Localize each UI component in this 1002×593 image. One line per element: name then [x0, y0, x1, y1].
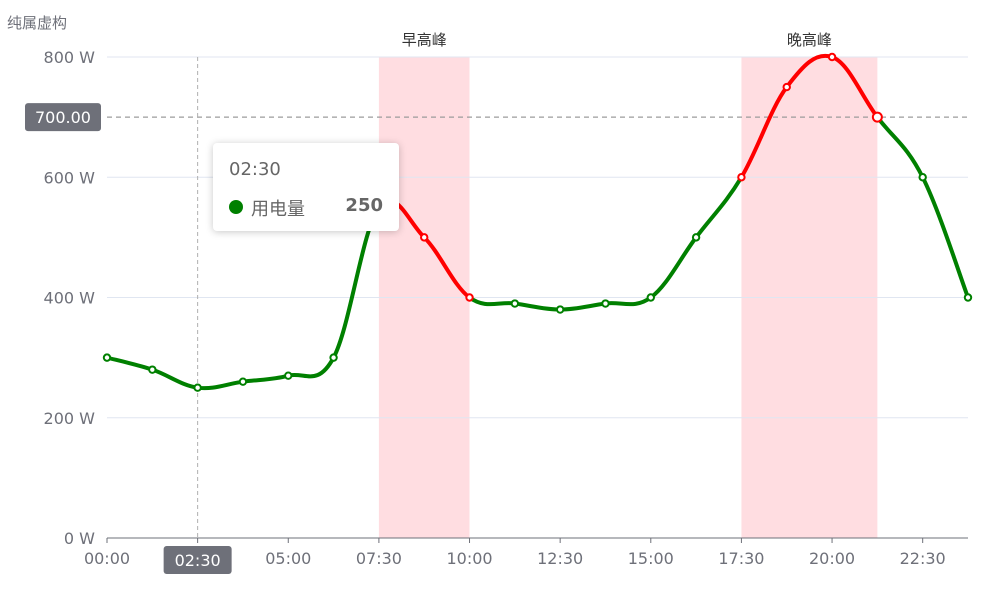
- tooltip-series-name: 用电量: [251, 199, 305, 220]
- data-point-1: [148, 365, 157, 374]
- series-segment-12: [648, 235, 699, 300]
- y-tick-label-1: 200 W: [44, 409, 96, 428]
- threshold-badge: [25, 103, 101, 132]
- data-point-7: [420, 233, 429, 242]
- series-segment-8: [467, 295, 517, 307]
- x-tick-label-8: 20:00: [809, 549, 855, 568]
- data-point-19: [963, 293, 973, 302]
- series-segment-13: [694, 175, 744, 240]
- series-segment-3: [240, 373, 291, 384]
- data-point-16: [827, 52, 837, 62]
- data-point-15: [782, 82, 791, 92]
- x-tick-label-5: 12:30: [537, 549, 583, 568]
- data-point-9: [510, 299, 520, 308]
- axis-badges: 700.00 02:30: [25, 103, 232, 574]
- series-segment-1: [150, 367, 200, 390]
- series-segment-4: [286, 355, 336, 379]
- series-segment-2: [195, 379, 245, 391]
- x-tick-label-2: 05:00: [265, 549, 311, 568]
- data-point-4: [284, 371, 293, 380]
- data-point-17: [871, 111, 883, 123]
- series-segment-7: [422, 235, 472, 300]
- series-segment-11: [603, 295, 653, 307]
- y-tick-label-4: 800 W: [44, 48, 96, 67]
- series-segment-14: [739, 85, 789, 180]
- x-tick-label-9: 22:30: [900, 549, 946, 568]
- mark-area-label-1: 晚高峰: [787, 31, 832, 49]
- y-tick-label-3: 600 W: [44, 168, 96, 187]
- data-point-10: [555, 305, 565, 314]
- mark-area-label-0: 早高峰: [402, 31, 447, 49]
- x-tick-label-0: 00:00: [84, 549, 130, 568]
- data-point-11: [601, 299, 610, 308]
- data-point-13: [691, 233, 701, 242]
- series-segment-0: [105, 355, 155, 372]
- x-tick-label-6: 15:00: [628, 549, 674, 568]
- x-tick-label-4: 10:00: [446, 549, 492, 568]
- threshold-badge-label: 700.00: [35, 108, 91, 127]
- pointer-badge-label: 02:30: [175, 551, 221, 570]
- pointer-badge: [163, 546, 232, 574]
- series-segment-18: [920, 175, 970, 300]
- series-segment-16: [830, 55, 880, 120]
- x-tick-label-3: 07:30: [356, 549, 402, 568]
- data-point-14: [737, 173, 746, 182]
- data-point-12: [646, 293, 655, 302]
- series-points[interactable]: [102, 52, 973, 392]
- mark-areas: 早高峰 晚高峰: [378, 31, 878, 538]
- y-axis-title: 纯属虚构: [7, 14, 67, 32]
- tooltip: 02:30 用电量 250: [213, 143, 399, 231]
- series-segment-10: [558, 301, 608, 312]
- tooltip-title: 02:30: [229, 159, 281, 180]
- data-point-3: [238, 377, 248, 386]
- series-segment-17: [875, 115, 925, 180]
- y-axis: 0 W 200 W 400 W 600 W 800 W: [44, 48, 96, 548]
- data-point-5: [329, 353, 338, 362]
- y-tick-label-2: 400 W: [44, 289, 96, 308]
- tooltip-value: 250: [345, 195, 383, 216]
- x-tick-label-7: 17:30: [718, 549, 764, 568]
- data-point-2: [193, 383, 202, 392]
- data-point-8: [465, 293, 474, 302]
- y-tick-label-0: 0 W: [64, 529, 95, 548]
- data-point-0: [102, 353, 112, 362]
- series-segment-9: [512, 301, 563, 312]
- tooltip-series-marker: [229, 200, 243, 214]
- data-point-18: [918, 173, 927, 182]
